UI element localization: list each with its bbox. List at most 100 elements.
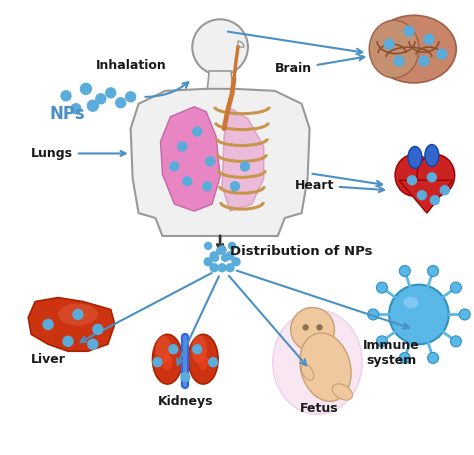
Text: Inhalation: Inhalation xyxy=(96,59,166,72)
Circle shape xyxy=(408,176,417,185)
Circle shape xyxy=(87,100,98,111)
Text: NPs: NPs xyxy=(49,105,85,123)
Circle shape xyxy=(240,162,249,171)
Circle shape xyxy=(88,339,98,349)
Circle shape xyxy=(192,19,248,75)
Circle shape xyxy=(71,104,81,114)
Circle shape xyxy=(232,258,240,266)
Text: Immune
system: Immune system xyxy=(363,339,419,367)
Circle shape xyxy=(228,243,236,249)
Text: Lungs: Lungs xyxy=(31,147,126,160)
Polygon shape xyxy=(131,89,310,236)
Wedge shape xyxy=(238,41,244,47)
Circle shape xyxy=(203,182,212,191)
Circle shape xyxy=(206,157,215,166)
Circle shape xyxy=(73,309,83,319)
Circle shape xyxy=(126,92,136,102)
Ellipse shape xyxy=(301,364,314,380)
Circle shape xyxy=(81,83,91,94)
Circle shape xyxy=(181,373,190,382)
Circle shape xyxy=(210,252,218,260)
Text: Fetus: Fetus xyxy=(300,402,338,415)
Circle shape xyxy=(376,336,387,347)
Text: Brain: Brain xyxy=(275,56,364,76)
Circle shape xyxy=(93,324,103,334)
Text: Distribution of NPs: Distribution of NPs xyxy=(230,245,373,258)
Circle shape xyxy=(218,246,226,254)
Polygon shape xyxy=(222,107,264,211)
Ellipse shape xyxy=(332,384,353,400)
Circle shape xyxy=(178,142,187,151)
Polygon shape xyxy=(399,180,453,213)
Circle shape xyxy=(204,258,212,266)
Ellipse shape xyxy=(403,297,419,308)
Ellipse shape xyxy=(417,154,455,196)
Circle shape xyxy=(193,345,202,354)
Circle shape xyxy=(212,254,219,261)
Circle shape xyxy=(205,243,212,249)
Circle shape xyxy=(170,162,179,171)
Circle shape xyxy=(116,98,126,108)
Ellipse shape xyxy=(372,15,456,83)
Ellipse shape xyxy=(395,154,433,196)
Ellipse shape xyxy=(191,335,207,363)
Circle shape xyxy=(209,358,218,367)
Circle shape xyxy=(399,353,410,364)
Circle shape xyxy=(63,336,73,346)
Circle shape xyxy=(368,309,379,320)
Circle shape xyxy=(376,282,387,293)
Circle shape xyxy=(169,345,178,354)
Circle shape xyxy=(226,264,234,272)
Circle shape xyxy=(450,336,461,347)
Circle shape xyxy=(450,282,461,293)
Circle shape xyxy=(418,191,427,200)
Circle shape xyxy=(428,353,438,364)
Polygon shape xyxy=(207,71,233,91)
Circle shape xyxy=(404,26,414,36)
Ellipse shape xyxy=(369,20,419,78)
Circle shape xyxy=(424,34,434,44)
Circle shape xyxy=(61,91,71,101)
Ellipse shape xyxy=(408,147,422,168)
Circle shape xyxy=(210,264,218,272)
Ellipse shape xyxy=(58,303,98,325)
Circle shape xyxy=(43,319,53,329)
Circle shape xyxy=(230,182,239,191)
Ellipse shape xyxy=(425,145,439,167)
Circle shape xyxy=(384,39,394,49)
Circle shape xyxy=(389,285,449,344)
Circle shape xyxy=(399,266,410,277)
Circle shape xyxy=(153,358,162,367)
Ellipse shape xyxy=(163,354,173,370)
Circle shape xyxy=(428,266,438,277)
Circle shape xyxy=(218,264,226,272)
Circle shape xyxy=(440,186,449,195)
Polygon shape xyxy=(28,298,115,351)
Text: Heart: Heart xyxy=(295,179,384,192)
Circle shape xyxy=(419,56,429,66)
Ellipse shape xyxy=(155,335,172,363)
Polygon shape xyxy=(161,107,220,211)
Circle shape xyxy=(226,252,234,260)
Ellipse shape xyxy=(300,333,351,401)
Circle shape xyxy=(437,49,447,59)
Circle shape xyxy=(193,127,202,136)
Circle shape xyxy=(183,177,192,186)
Circle shape xyxy=(217,248,224,254)
Circle shape xyxy=(394,56,404,66)
Circle shape xyxy=(459,309,470,320)
Circle shape xyxy=(221,254,228,261)
Circle shape xyxy=(317,325,322,330)
Circle shape xyxy=(106,88,116,98)
Circle shape xyxy=(291,308,335,351)
Circle shape xyxy=(96,94,106,104)
Circle shape xyxy=(303,325,308,330)
Circle shape xyxy=(428,173,437,182)
Ellipse shape xyxy=(198,354,208,370)
Text: Liver: Liver xyxy=(31,353,66,366)
Ellipse shape xyxy=(153,334,182,384)
Ellipse shape xyxy=(273,310,362,415)
Circle shape xyxy=(430,196,439,205)
Ellipse shape xyxy=(188,334,218,384)
Text: Kidneys: Kidneys xyxy=(157,395,213,408)
